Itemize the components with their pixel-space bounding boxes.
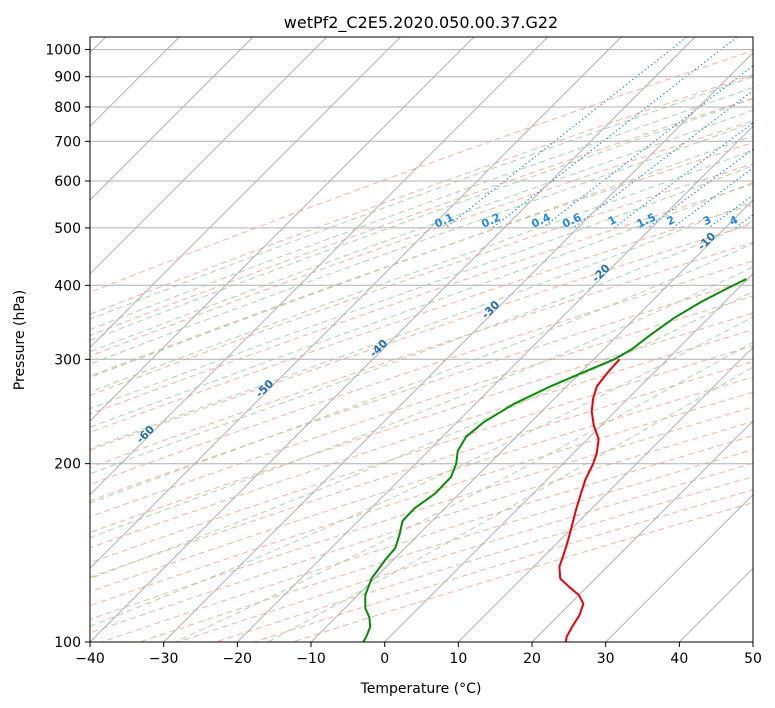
isobar-gridlines — [90, 49, 753, 642]
chart-title: wetPf2_C2E5.2020.050.00.37.G22 — [284, 13, 558, 33]
isotherm-line — [384, 272, 753, 642]
x-tick-label: 40 — [670, 651, 688, 667]
moist-adiabat-line — [90, 98, 753, 341]
moist-adiabat-line — [90, 291, 753, 580]
y-tick-label: 700 — [54, 134, 81, 150]
skewed-isotherms — [90, 37, 753, 642]
isotherm-line — [90, 37, 475, 422]
y-axis-ticks: 1000 900 800 700 600 500 400 300 200 100 — [45, 43, 90, 651]
y-tick-label: 500 — [54, 221, 81, 237]
isotherm-line — [605, 493, 753, 642]
isotherm-line — [90, 37, 549, 496]
isotherm-line — [457, 346, 753, 642]
moist-adiabat-line — [90, 76, 753, 320]
dry-adiabat-line — [90, 391, 753, 607]
moist-adiabat-line — [90, 109, 753, 353]
dry-adiabat-line — [90, 223, 753, 451]
isotherm-line — [90, 37, 254, 201]
isotherm-line — [90, 37, 622, 570]
y-tick-label: 1000 — [45, 43, 81, 59]
x-tick-label: 50 — [744, 651, 762, 667]
y-axis-label: Pressure (hPa) — [12, 290, 28, 390]
dry-adiabat-line — [90, 142, 753, 377]
x-axis-ticks: −40 −30 −20 −10 0 10 20 30 40 50 — [75, 642, 762, 667]
dry-adiabat-line — [90, 74, 753, 315]
plot-area: -100-90-80-70-60-50-40-30-20-10 01020304… — [90, 37, 753, 642]
x-tick-label: 30 — [597, 651, 615, 667]
isotherm-line — [90, 37, 401, 349]
x-tick-label: −20 — [223, 651, 253, 667]
moist-adiabat-line — [90, 200, 753, 450]
mixing-ratio-line — [572, 90, 753, 229]
isotherm-line — [90, 37, 696, 642]
y-tick-label: 600 — [54, 174, 81, 190]
dewpoint-profile-line — [362, 278, 747, 642]
y-tick-label: 200 — [54, 457, 81, 473]
moist-adiabat-line — [90, 266, 753, 539]
dry-adiabat-line — [90, 97, 753, 337]
data-series — [362, 278, 747, 642]
y-tick-label: 300 — [54, 352, 81, 368]
moist-adiabat-line — [267, 366, 753, 642]
dry-adiabat-line — [90, 361, 753, 578]
x-tick-label: 20 — [523, 651, 541, 667]
moist-adiabat-line — [90, 165, 753, 410]
x-tick-label: −10 — [296, 651, 326, 667]
dry-adiabat-line — [90, 278, 753, 502]
x-tick-label: −40 — [75, 651, 105, 667]
dry-adiabat-line — [90, 163, 753, 396]
isotherm-line — [531, 420, 753, 642]
dry-adiabat-line — [90, 312, 753, 534]
moist-adiabat-line — [90, 86, 753, 331]
isotherm-line — [90, 37, 328, 275]
mixing-ratio-line — [672, 167, 753, 229]
isotherm-line — [310, 199, 753, 642]
dry-adiabat-line — [90, 50, 753, 293]
moist-adiabat-line — [90, 242, 753, 504]
moist-adiabats — [90, 76, 753, 642]
x-tick-label: 0 — [380, 651, 389, 667]
plot-frame — [89, 36, 754, 643]
y-tick-label: 800 — [54, 100, 81, 116]
temperature-profile-line — [558, 358, 621, 642]
dry-adiabat-line — [90, 329, 753, 549]
y-tick-label: 400 — [54, 278, 81, 294]
x-axis-label: Temperature (°C) — [360, 681, 482, 697]
x-tick-label: 10 — [449, 651, 467, 667]
mixing-ratio-line — [542, 65, 753, 229]
y-tick-label: 900 — [54, 70, 81, 86]
y-tick-label: 100 — [54, 635, 81, 651]
isotherm-line — [236, 125, 753, 642]
x-tick-label: −30 — [149, 651, 179, 667]
moist-adiabat-line — [90, 181, 753, 428]
isotherm-line — [163, 51, 753, 642]
